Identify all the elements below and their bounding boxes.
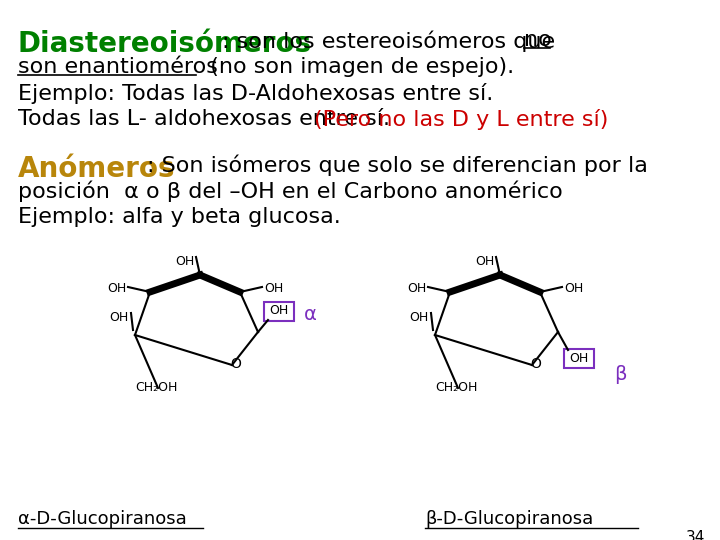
- Text: OH: OH: [410, 311, 429, 324]
- Text: OH: OH: [109, 311, 129, 324]
- Text: β: β: [614, 366, 626, 384]
- FancyBboxPatch shape: [564, 349, 594, 368]
- Text: CH₂OH: CH₂OH: [435, 381, 477, 394]
- Text: CH₂OH: CH₂OH: [135, 381, 177, 394]
- Text: : son los estereoisómeros que: : son los estereoisómeros que: [222, 30, 562, 51]
- Text: Diastereoisómeros: Diastereoisómeros: [18, 30, 312, 58]
- Text: OH: OH: [269, 305, 289, 318]
- Text: α: α: [304, 306, 317, 325]
- Text: Todas las L- aldohexosas entre sí.: Todas las L- aldohexosas entre sí.: [18, 109, 397, 129]
- Text: β-D-Glucopiranosa: β-D-Glucopiranosa: [425, 510, 593, 528]
- Text: no: no: [524, 30, 552, 50]
- Text: Ejemplo: alfa y beta glucosa.: Ejemplo: alfa y beta glucosa.: [18, 207, 341, 227]
- Text: posición  α o β del –OH en el Carbono anomérico: posición α o β del –OH en el Carbono ano…: [18, 181, 563, 202]
- Text: OH: OH: [175, 255, 194, 268]
- Text: OH: OH: [570, 352, 589, 365]
- Text: OH: OH: [564, 281, 583, 294]
- Text: (no son imagen de espejo).: (no son imagen de espejo).: [196, 57, 514, 77]
- Text: O: O: [531, 357, 541, 371]
- Text: α-D-Glucopiranosa: α-D-Glucopiranosa: [18, 510, 186, 528]
- Text: OH: OH: [407, 281, 426, 294]
- Text: OH: OH: [474, 255, 494, 268]
- Text: (Pero no las D y L entre sí): (Pero no las D y L entre sí): [314, 109, 608, 130]
- Text: Anómeros: Anómeros: [18, 155, 176, 183]
- Text: OH: OH: [264, 281, 283, 294]
- Text: 34: 34: [685, 530, 705, 540]
- Text: OH: OH: [107, 281, 126, 294]
- Text: O: O: [230, 357, 241, 371]
- FancyBboxPatch shape: [264, 302, 294, 321]
- Text: : Son isómeros que solo se diferencian por la: : Son isómeros que solo se diferencian p…: [147, 155, 648, 177]
- Text: Ejemplo: Todas las D-Aldohexosas entre sí.: Ejemplo: Todas las D-Aldohexosas entre s…: [18, 83, 493, 104]
- Text: son enantioméros: son enantioméros: [18, 57, 218, 77]
